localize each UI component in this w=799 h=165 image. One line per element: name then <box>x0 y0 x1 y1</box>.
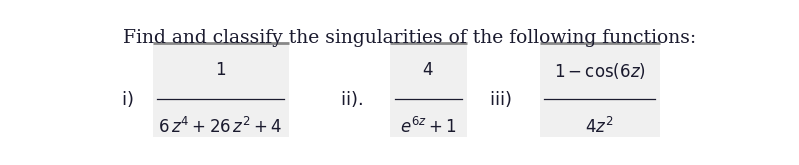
Text: $e^{6z} + 1$: $e^{6z} + 1$ <box>400 116 456 137</box>
Bar <box>153 43 288 137</box>
Text: $1 - \cos(6z)$: $1 - \cos(6z)$ <box>554 61 646 81</box>
Bar <box>539 43 660 137</box>
Text: $1$: $1$ <box>215 62 226 79</box>
Text: Find and classify the singularities of the following functions:: Find and classify the singularities of t… <box>123 29 696 47</box>
Text: $\mathrm{iii)}$: $\mathrm{iii)}$ <box>489 89 511 109</box>
Bar <box>390 43 467 137</box>
Text: $4z^2$: $4z^2$ <box>586 116 614 137</box>
Text: $6\,z^4 + 26\,z^2 + 4$: $6\,z^4 + 26\,z^2 + 4$ <box>158 116 283 137</box>
Text: $\mathrm{ii).}$: $\mathrm{ii).}$ <box>340 89 363 109</box>
Text: $4$: $4$ <box>423 62 434 79</box>
Text: $\mathrm{i)}$: $\mathrm{i)}$ <box>121 89 134 109</box>
